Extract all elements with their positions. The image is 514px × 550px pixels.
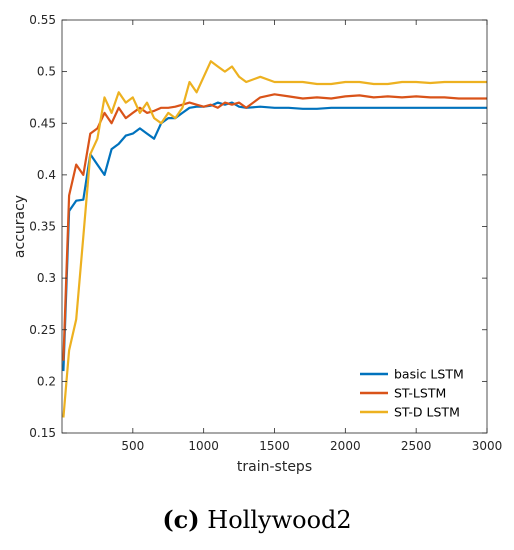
x-tick-label: 2500 — [401, 439, 432, 453]
figure-caption: (c) Hollywood2 — [0, 505, 514, 534]
y-tick-label: 0.4 — [37, 168, 56, 182]
series-line-1 — [62, 101, 487, 372]
x-tick-label: 3000 — [472, 439, 503, 453]
y-tick-label: 0.2 — [37, 374, 56, 388]
series-line-2 — [62, 93, 487, 361]
y-tick-label: 0.3 — [37, 271, 56, 285]
y-tick-label: 0.35 — [29, 220, 56, 234]
caption-letter: (c) — [162, 505, 200, 534]
accuracy-chart: 500 1000 1500 2000 2500 3000 0.15 0.2 0.25 0.3 0.3… — [12, 13, 502, 475]
y-axis-label: accuracy — [12, 195, 28, 258]
x-tick-label: 1000 — [188, 439, 219, 453]
y-tick-label: 0.45 — [29, 116, 56, 130]
legend-label-2: ST-LSTM — [394, 386, 446, 401]
legend: basic LSTM ST-LSTM ST-D LSTM — [356, 362, 482, 424]
y-tick-label: 0.15 — [29, 426, 56, 440]
axes: 500 1000 1500 2000 2500 3000 0.15 0.2 0.25 0.3 0.3… — [12, 13, 502, 475]
x-axis-label: train-steps — [237, 459, 312, 475]
caption-text: Hollywood2 — [207, 506, 352, 534]
plot-area — [62, 60, 487, 418]
x-tick-label: 500 — [121, 439, 144, 453]
y-tick-label: 0.55 — [29, 13, 56, 27]
x-tick-label: 1500 — [259, 439, 290, 453]
legend-label-1: basic LSTM — [394, 367, 464, 382]
series-line-3 — [62, 60, 487, 418]
y-tick-label: 0.25 — [29, 323, 56, 337]
x-tick-label: 2000 — [330, 439, 361, 453]
legend-label-3: ST-D LSTM — [394, 405, 460, 420]
y-tick-label: 0.5 — [37, 65, 56, 79]
